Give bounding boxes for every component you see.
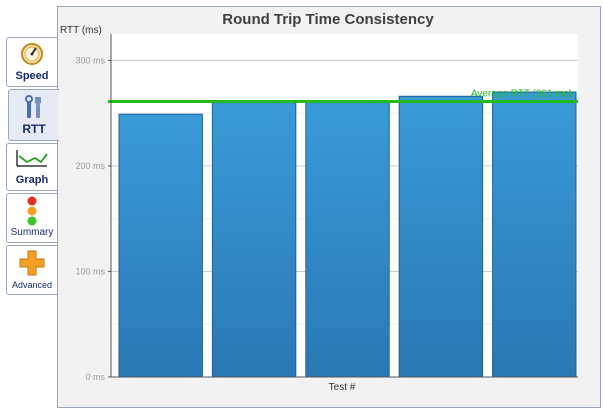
average-rtt-label: Average RTT (261 ms) (471, 89, 572, 100)
y-tick-label: 0 ms (85, 372, 105, 382)
tools-icon (9, 94, 59, 124)
tab-speed[interactable]: Speed (6, 37, 57, 87)
y-axis-title: RTT (ms) (60, 25, 102, 36)
tab-speed-label: Speed (15, 70, 49, 82)
y-tick-label: 200 ms (75, 161, 105, 171)
bar-test-1 (118, 113, 203, 378)
tab-graph[interactable]: Graph (6, 143, 57, 191)
y-tick-label: 100 ms (75, 266, 105, 276)
sidebar-tabs: Speed RTT Graph (0, 0, 60, 412)
bar-test-2 (211, 102, 297, 378)
bars (118, 91, 577, 378)
x-axis-title: Test # (329, 382, 356, 393)
bar-test-4 (398, 95, 484, 378)
traffic-light-icon (7, 196, 57, 226)
chart-title: Round Trip Time Consistency (222, 11, 434, 28)
tab-advanced[interactable]: Advanced (6, 245, 57, 295)
y-tick-labels: 0 ms 100 ms 200 ms 300 ms (75, 55, 111, 382)
plus-icon (7, 249, 57, 279)
speedometer-icon (7, 42, 57, 72)
tab-summary[interactable]: Summary (6, 193, 57, 243)
line-graph-icon (7, 148, 57, 178)
tab-rtt[interactable]: RTT (8, 89, 59, 141)
tab-advanced-label: Advanced (11, 280, 53, 290)
tab-rtt-label: RTT (22, 122, 46, 136)
bar-test-3 (305, 102, 390, 378)
tab-summary-label: Summary (10, 227, 54, 238)
bar-test-5 (492, 91, 577, 378)
y-tick-label: 300 ms (75, 55, 105, 65)
tab-graph-label: Graph (15, 174, 49, 186)
